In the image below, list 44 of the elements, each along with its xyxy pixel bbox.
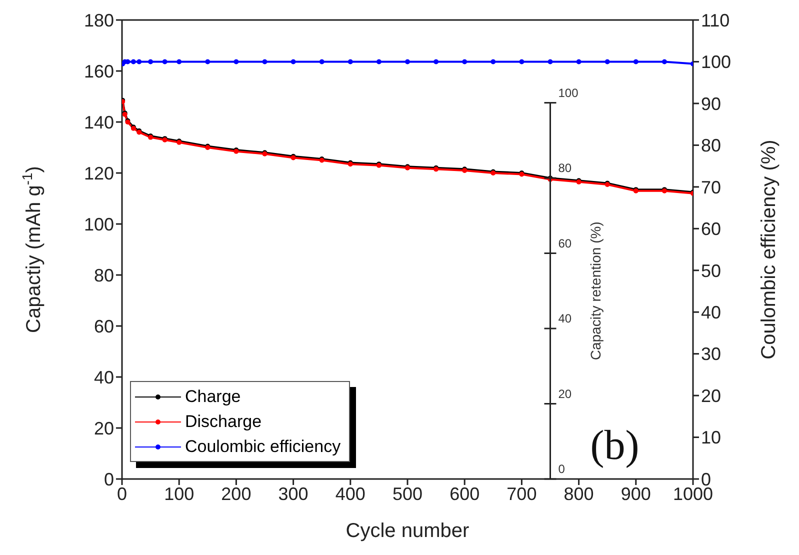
y3-tick-label: 20: [558, 386, 572, 401]
legend-label: Charge: [185, 386, 241, 406]
x-tick-label: 700: [506, 484, 537, 504]
y3-tick-label: 100: [558, 86, 579, 100]
y2-tick-label: 10: [701, 428, 722, 448]
y2-tick-label: 40: [701, 302, 722, 322]
y2-tick-label: 100: [701, 52, 732, 72]
y-tick-label: 100: [84, 214, 114, 234]
x-tick-label: 400: [335, 484, 366, 504]
y2-tick-label: 70: [701, 177, 722, 198]
y2-axis-title: Coulombic efficiency (%): [758, 140, 780, 360]
y3-tick-label: 80: [558, 161, 572, 176]
y-tick-label: 20: [94, 418, 114, 438]
y-tick-label: 0: [104, 469, 114, 490]
x-tick-label: 0: [116, 484, 128, 504]
legend-label: Discharge: [185, 412, 262, 432]
y2-tick-label: 90: [701, 94, 722, 114]
x-tick-label: 100: [164, 484, 194, 504]
x-tick-label: 900: [620, 484, 651, 504]
y-tick-label: 160: [84, 61, 114, 82]
x-tick-label: 600: [450, 484, 480, 504]
x-tick-label: 200: [221, 484, 252, 504]
annotation: (b): [590, 423, 640, 469]
y2-tick-label: 50: [701, 260, 722, 281]
x-axis-title: Cycle number: [346, 520, 470, 542]
y3-tick-label: 60: [558, 236, 572, 250]
y-tick-label: 180: [84, 10, 114, 30]
y3-tick-label: 40: [558, 312, 572, 326]
y2-tick-label: 80: [701, 136, 722, 156]
x-tick-label: 500: [392, 484, 423, 504]
y-tick-label: 40: [94, 367, 114, 388]
y-tick-label: 80: [94, 265, 114, 286]
y3-tick-label: 0: [558, 462, 566, 476]
x-tick-label: 300: [278, 484, 308, 504]
y-tick-label: 140: [84, 112, 114, 132]
y2-tick-label: 110: [701, 10, 730, 30]
y-tick-label: 60: [94, 316, 114, 336]
legend-label: Coulombic efficiency: [185, 436, 341, 456]
y3-axis-title: Capacity retention (%): [587, 222, 604, 360]
y2-tick-label: 30: [701, 344, 722, 364]
y2-tick-label: 20: [701, 386, 722, 406]
y-tick-label: 120: [84, 163, 114, 184]
x-tick-label: 800: [564, 484, 594, 504]
y2-tick-label: 60: [701, 219, 722, 240]
